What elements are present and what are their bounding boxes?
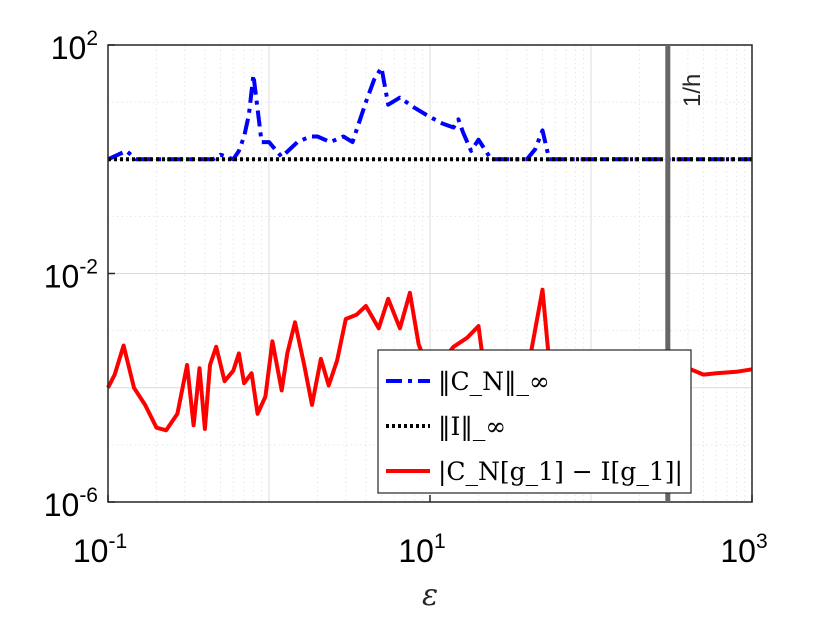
x-axis-label: ε: [422, 578, 438, 613]
x-tick-label: 10-1: [73, 530, 127, 569]
ticks: 10-1 101 103 102 10-2 10-6: [44, 27, 768, 569]
legend-label-2: ‖I‖_∞: [438, 412, 506, 442]
y-tick-label: 102: [51, 27, 98, 66]
x-tick-label: 103: [720, 530, 767, 569]
y-tick-label: 10-2: [44, 256, 98, 295]
series-line-1: [107, 65, 752, 162]
annotation-label: 1/h: [679, 74, 706, 107]
legend-box: [377, 349, 692, 494]
x-tick-label: 101: [398, 530, 445, 569]
legend: ‖C_N‖_∞ ‖I‖_∞ |C_N[g_1] − I[g_1]|: [377, 349, 692, 494]
y-tick-label: 10-6: [44, 484, 98, 523]
legend-label-3: |C_N[g_1] − I[g_1]|: [438, 457, 683, 487]
legend-label-1: ‖C_N‖_∞: [438, 367, 550, 397]
